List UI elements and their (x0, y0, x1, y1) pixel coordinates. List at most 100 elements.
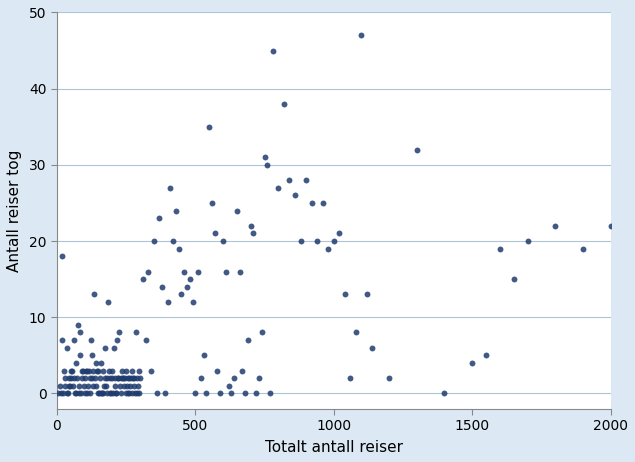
Point (368, 344, 378, 352)
Point (295, 237, 305, 245)
Point (246, 222, 256, 230)
Point (110, 375, 120, 382)
Point (173, 245, 184, 252)
Point (130, 390, 140, 397)
Point (171, 207, 181, 214)
Point (334, 230, 344, 237)
Point (79, 390, 90, 397)
Point (122, 382, 132, 389)
Point (83, 382, 93, 389)
Point (64, 382, 74, 389)
Point (351, 329, 361, 336)
Point (65, 375, 76, 382)
Point (69, 336, 79, 344)
Point (232, 207, 242, 214)
Point (76, 352, 86, 359)
Point (135, 375, 145, 382)
Point (215, 390, 225, 397)
Point (279, 100, 289, 108)
Point (110, 390, 121, 397)
Point (116, 375, 126, 382)
Point (182, 283, 192, 291)
Point (124, 375, 134, 382)
Point (165, 184, 175, 191)
Point (70, 390, 80, 397)
Point (131, 329, 141, 336)
Point (116, 390, 126, 397)
Point (125, 382, 135, 389)
Point (240, 390, 250, 397)
Point (80, 375, 90, 382)
Point (226, 390, 236, 397)
Point (60, 382, 70, 389)
Point (126, 375, 136, 382)
Point (168, 237, 178, 245)
Point (77, 367, 87, 374)
Point (91, 359, 101, 367)
Point (102, 390, 112, 397)
Point (96, 390, 106, 397)
Point (100, 344, 110, 352)
Point (578, 245, 588, 252)
Point (411, 146, 422, 153)
Point (66, 367, 76, 374)
Point (121, 367, 131, 374)
Point (123, 390, 133, 397)
Point (187, 298, 197, 306)
Point (237, 367, 248, 374)
Point (65, 382, 76, 389)
Point (86, 336, 96, 344)
Point (312, 237, 322, 245)
Point (105, 375, 115, 382)
Y-axis label: Antall reiser tog: Antall reiser tog (7, 149, 22, 272)
Point (90, 375, 100, 382)
Point (224, 382, 234, 389)
Point (129, 382, 139, 389)
Point (107, 375, 117, 382)
Point (123, 375, 133, 382)
Point (101, 382, 111, 389)
Point (113, 375, 123, 382)
Point (109, 344, 119, 352)
Point (72, 321, 83, 328)
Point (345, 375, 356, 382)
Point (160, 390, 170, 397)
Point (135, 390, 145, 397)
Point (221, 268, 231, 275)
Point (248, 230, 258, 237)
Point (103, 298, 113, 306)
Point (340, 291, 350, 298)
Point (104, 367, 114, 374)
Point (207, 199, 217, 207)
Point (284, 176, 295, 184)
Point (118, 375, 128, 382)
Point (606, 222, 616, 230)
Point (67, 367, 77, 374)
Point (119, 382, 129, 389)
Point (257, 329, 267, 336)
Point (131, 390, 142, 397)
Point (177, 291, 187, 298)
Point (72, 375, 82, 382)
Point (190, 390, 201, 397)
Point (273, 184, 283, 191)
Point (268, 47, 278, 54)
Point (84, 367, 94, 374)
Point (356, 31, 366, 39)
Point (318, 199, 328, 207)
Point (96, 359, 106, 367)
Point (62, 344, 72, 352)
Point (69, 375, 79, 382)
Point (133, 367, 144, 374)
Point (85, 375, 95, 382)
Point (154, 214, 164, 222)
Point (362, 291, 372, 298)
Point (98, 367, 108, 374)
Point (84, 390, 95, 397)
Point (112, 336, 123, 344)
Point (117, 375, 128, 382)
Point (124, 390, 135, 397)
Point (104, 390, 114, 397)
Point (83, 367, 93, 374)
Point (323, 245, 333, 252)
